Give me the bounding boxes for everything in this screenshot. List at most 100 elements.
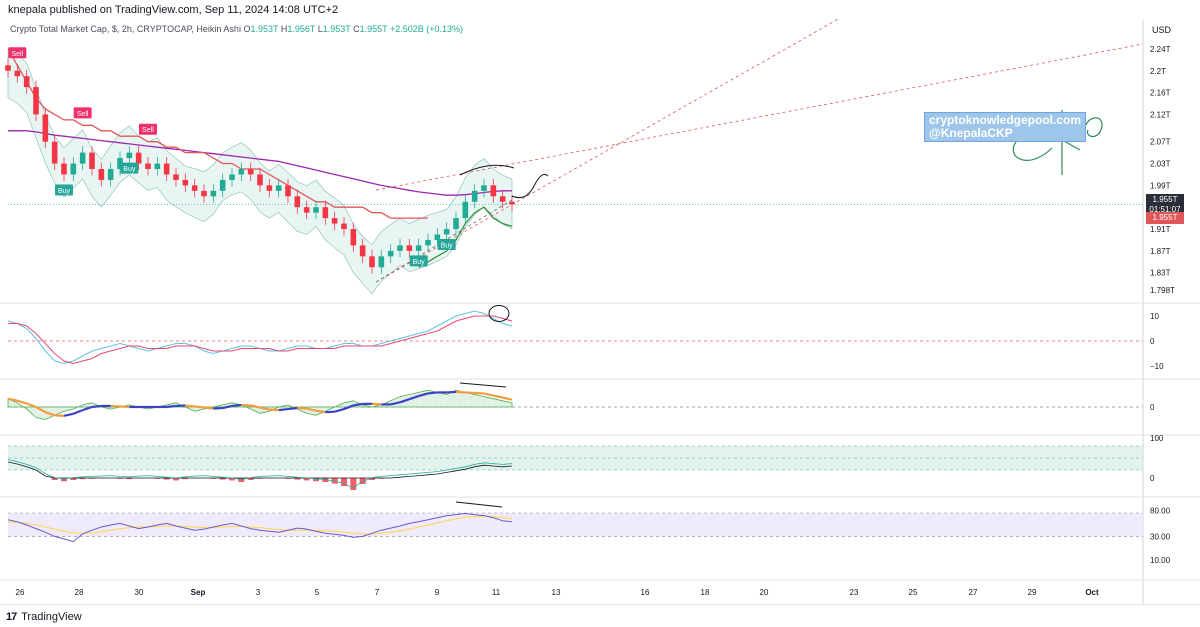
buy-signal-label: Buy bbox=[58, 188, 71, 195]
candle-body bbox=[154, 163, 161, 169]
mfi-negative-bar bbox=[79, 478, 86, 480]
candle-body bbox=[89, 152, 95, 169]
wave-trend-segment bbox=[399, 398, 410, 404]
candle-body bbox=[406, 245, 413, 251]
high-value: 1.956T bbox=[287, 24, 316, 34]
wave-trend-segment bbox=[63, 412, 74, 417]
mfi-tick-label: 0 bbox=[1150, 474, 1155, 483]
buy-signal-marker bbox=[120, 162, 139, 174]
divergence-sketch-wave bbox=[459, 382, 507, 388]
candle-body bbox=[126, 152, 133, 159]
buy-signal-marker bbox=[55, 184, 73, 196]
candle-body bbox=[201, 190, 207, 197]
candle-body bbox=[443, 229, 450, 235]
time-tick-label: Oct bbox=[1085, 588, 1099, 597]
wave-trend-segment bbox=[82, 405, 93, 412]
price-tick-label: 2.07T bbox=[1150, 138, 1171, 147]
tradingview-logo[interactable]: 17 TradingView bbox=[6, 611, 82, 623]
candle-body bbox=[98, 169, 105, 180]
currency-label[interactable]: USD bbox=[1152, 25, 1172, 35]
price-tick-label: 1.798T bbox=[1150, 286, 1175, 295]
candle-body bbox=[341, 223, 347, 230]
wave-trend-segment bbox=[325, 410, 335, 414]
symbol-legend[interactable]: Crypto Total Market Cap, $, 2h, CRYPTOCA… bbox=[10, 24, 463, 34]
time-tick-label: 27 bbox=[969, 588, 978, 597]
time-tick-label: Sep bbox=[191, 588, 206, 597]
wave-trend-segment bbox=[353, 402, 363, 407]
wave-trend-segment bbox=[213, 406, 223, 410]
candle-body bbox=[453, 218, 459, 230]
sell-signal-marker bbox=[8, 47, 27, 59]
candle-body bbox=[490, 185, 497, 197]
last-price-tag: 1.955T bbox=[1146, 194, 1184, 206]
wave-trend-segment bbox=[166, 404, 177, 409]
wave-trend-segment bbox=[194, 405, 205, 409]
stoch-tick-label: −10 bbox=[1150, 362, 1164, 371]
mfi-negative-bar bbox=[51, 478, 58, 480]
time-tick-label: 3 bbox=[256, 588, 261, 597]
stoch-tick-label: 0 bbox=[1150, 337, 1155, 346]
wave-trend-segment bbox=[259, 406, 270, 411]
time-tick-label: 28 bbox=[75, 588, 84, 597]
price-tick-label: 2.03T bbox=[1150, 160, 1171, 169]
ema-line bbox=[8, 130, 512, 196]
stoch-d-line bbox=[8, 315, 513, 365]
buy-signal-label: Buy bbox=[413, 259, 426, 266]
rsi-tick-label: 10.00 bbox=[1150, 556, 1171, 565]
candle-body bbox=[359, 245, 366, 257]
buy-signal-label: Buy bbox=[123, 166, 136, 173]
candle-body bbox=[285, 185, 291, 197]
candle-body bbox=[266, 185, 273, 191]
rsi-tick-label: 80.00 bbox=[1150, 506, 1171, 515]
low-label: L bbox=[317, 24, 323, 34]
wave-trend-segment bbox=[72, 409, 84, 415]
wave-trend-segment bbox=[119, 405, 130, 409]
arc-sketch bbox=[459, 164, 515, 176]
wave-trend-segment bbox=[35, 406, 46, 414]
candle-body bbox=[229, 174, 235, 180]
price-tick-label: 2.24T bbox=[1150, 45, 1171, 54]
rsi-line bbox=[7, 512, 513, 543]
price-tick-label: 1.99T bbox=[1150, 181, 1171, 190]
candle-body bbox=[294, 196, 301, 208]
price-tick-label: 2.2T bbox=[1150, 67, 1166, 76]
candle-body bbox=[42, 114, 49, 142]
wave-trend-segment bbox=[7, 397, 18, 402]
buy-signal-label: Buy bbox=[441, 243, 454, 250]
candle-body bbox=[369, 256, 375, 268]
wave-trend-segment bbox=[343, 404, 354, 411]
buy-signal-marker bbox=[409, 255, 428, 267]
mfi-signal-line bbox=[7, 459, 513, 489]
candle-body bbox=[509, 201, 515, 205]
open-value: 1.953T bbox=[250, 24, 279, 34]
candle-body bbox=[14, 70, 21, 77]
candle-body bbox=[499, 196, 506, 202]
mfi-negative-bar bbox=[313, 478, 319, 482]
wave-trend-segment bbox=[17, 399, 27, 405]
time-tick-label: 20 bbox=[760, 588, 769, 597]
buy-signal-marker bbox=[437, 239, 456, 251]
time-tick-label: 18 bbox=[701, 588, 710, 597]
trendline-steep bbox=[375, 17, 841, 283]
candle-body bbox=[378, 256, 385, 268]
stoch-tick-label: 10 bbox=[1150, 312, 1159, 321]
candle-body bbox=[471, 190, 478, 202]
published-header: knepala published on TradingView.com, Se… bbox=[0, 0, 1200, 20]
mfi-negative-bar bbox=[350, 478, 357, 490]
time-tick-label: 11 bbox=[492, 588, 501, 597]
candle-body bbox=[313, 207, 319, 213]
wave-trend-segment bbox=[390, 401, 401, 406]
projection-sketch bbox=[511, 173, 549, 199]
candle-body bbox=[163, 163, 170, 175]
rsi-ma-line bbox=[7, 515, 513, 535]
mfi-negative-bar bbox=[163, 478, 170, 480]
divergence-sketch-rsi bbox=[455, 501, 503, 508]
footer-bar: 17 TradingView bbox=[0, 604, 1200, 627]
price-tick-label: 1.91T bbox=[1150, 225, 1171, 234]
candle-body bbox=[238, 169, 245, 175]
candle-body bbox=[33, 87, 39, 115]
wave-trend-segment bbox=[231, 403, 242, 408]
mfi-negative-bar bbox=[182, 478, 189, 480]
candle-body bbox=[434, 234, 441, 240]
